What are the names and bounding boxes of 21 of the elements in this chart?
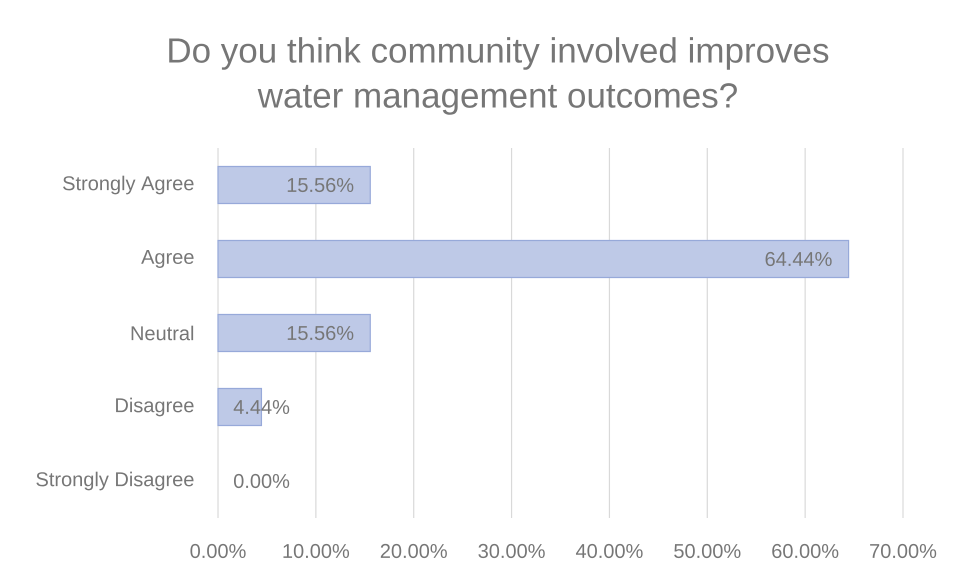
x-tick-label: 30.00% xyxy=(478,544,545,558)
bar xyxy=(217,314,371,352)
bar xyxy=(217,166,371,204)
x-tick-label: 10.00% xyxy=(283,544,350,558)
y-tick-label: Neutral xyxy=(132,326,194,340)
bar xyxy=(217,240,850,278)
x-tick-label: 0.00% xyxy=(190,544,246,558)
x-tick-label: 60.00% xyxy=(772,544,838,558)
y-tick-label: Strongly Disagree xyxy=(36,472,194,490)
data-label: 15.56% xyxy=(288,178,354,192)
y-tick-label: Agree xyxy=(141,250,194,268)
x-tick-label: 20.00% xyxy=(380,544,447,558)
x-tick-label: 70.00% xyxy=(870,544,936,558)
chart-title: Do you think community involved improves water management outcomes? xyxy=(169,37,828,115)
y-tick-label: Strongly Agree xyxy=(63,176,194,194)
data-label: 15.56% xyxy=(288,326,354,340)
data-label: 0.00% xyxy=(234,474,290,488)
data-label: 64.44% xyxy=(766,252,832,266)
x-tick-label: 40.00% xyxy=(576,544,643,558)
x-tick-label: 50.00% xyxy=(674,544,740,558)
y-tick-label: Disagree xyxy=(116,398,194,416)
